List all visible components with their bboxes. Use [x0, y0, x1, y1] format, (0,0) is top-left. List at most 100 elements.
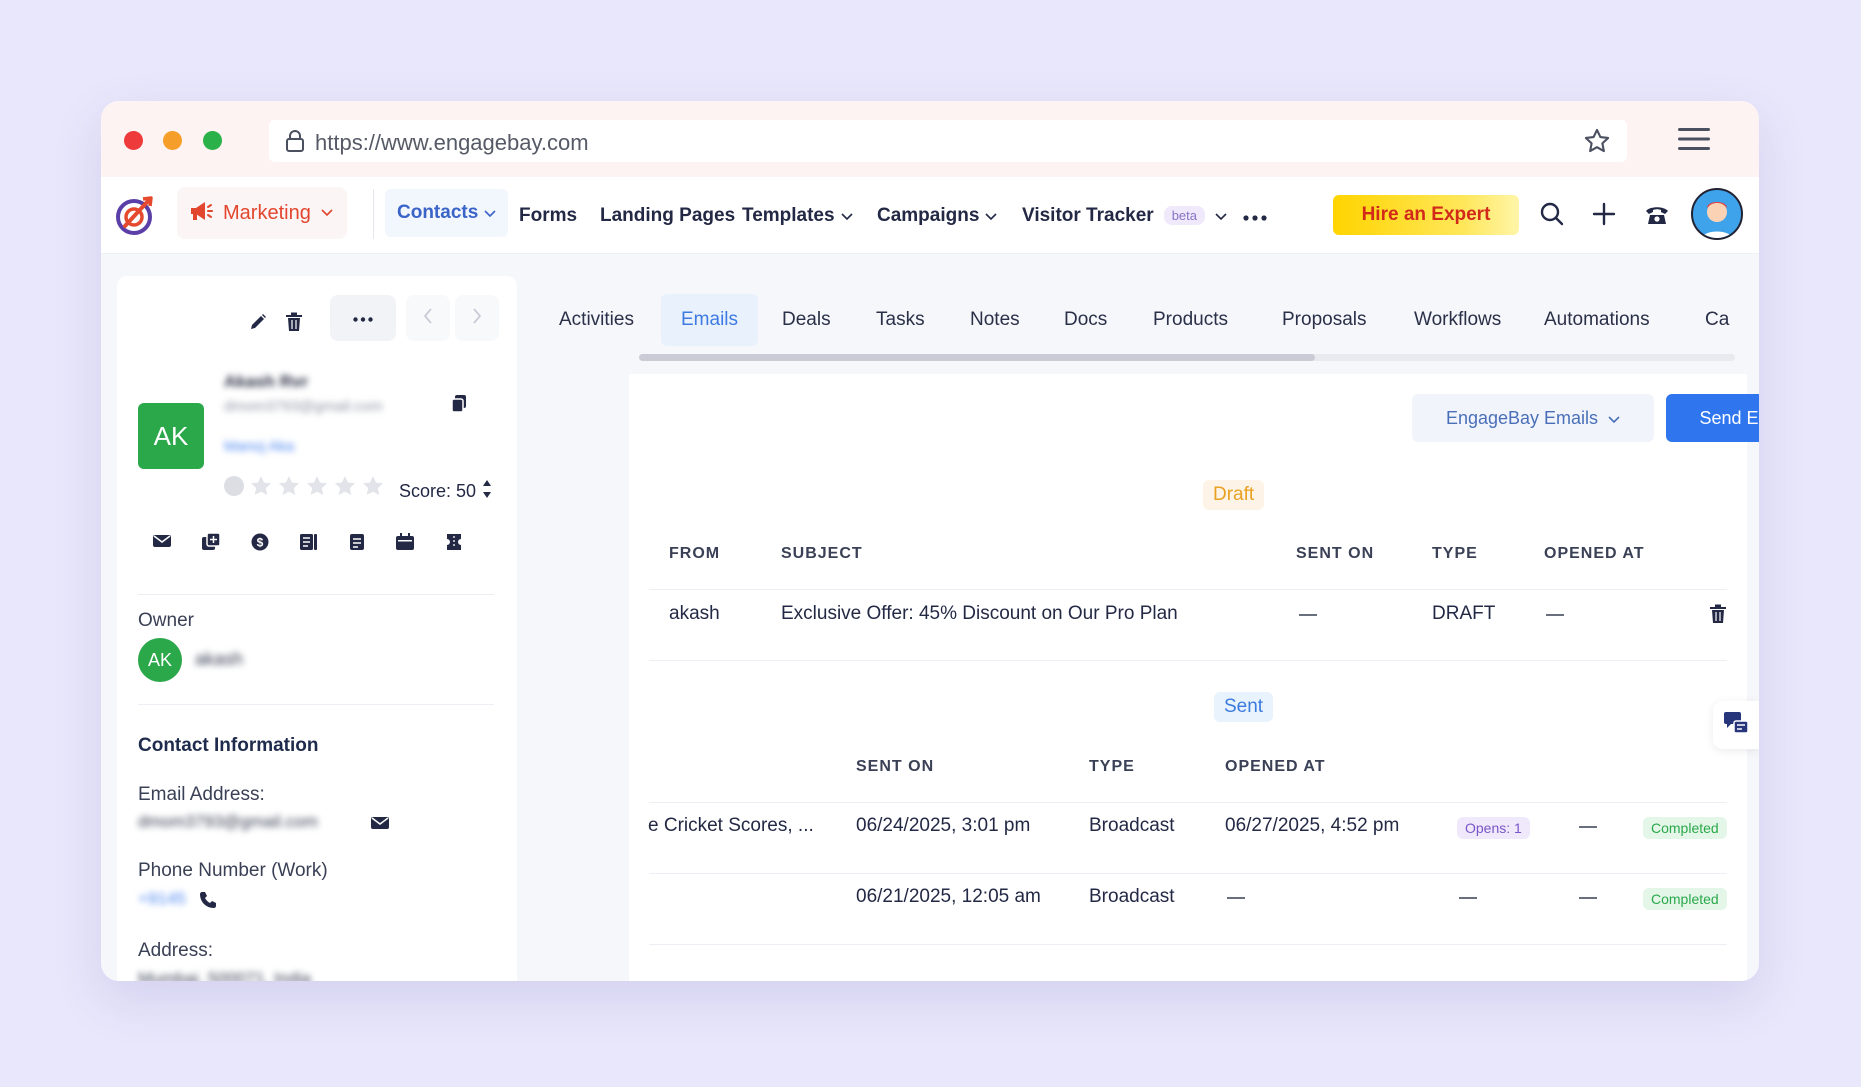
tab-more[interactable]: Ca [1705, 309, 1730, 330]
phone-value: +9145 [138, 889, 186, 908]
send-email-button[interactable]: Send Email [1666, 394, 1759, 442]
email-source-label: EngageBay Emails [1445, 407, 1599, 428]
email-source-select[interactable]: EngageBay Emails [1412, 394, 1654, 442]
tab-deals[interactable]: Deals [782, 309, 831, 330]
tab-automations[interactable]: Automations [1544, 309, 1650, 330]
row-divider [649, 589, 1727, 590]
draft-header-opened-at: OPENED AT [1544, 545, 1645, 562]
svg-text:$: $ [257, 536, 264, 550]
sent-opened-at: 06/27/2025, 4:52 pm [1225, 815, 1400, 836]
more-actions-button[interactable] [330, 295, 396, 341]
ticket-icon[interactable] [445, 533, 463, 556]
minimize-window-button[interactable] [163, 131, 182, 150]
copy-icon[interactable] [451, 395, 467, 418]
bookmark-star-icon[interactable] [1583, 127, 1611, 160]
beta-badge: beta [1163, 206, 1205, 225]
maximize-window-button[interactable] [203, 131, 222, 150]
sent-type: Broadcast [1089, 886, 1175, 907]
more-nav-button[interactable] [1243, 177, 1267, 254]
status-badge: Completed [1643, 817, 1727, 839]
module-switcher[interactable]: Marketing [177, 187, 347, 239]
plus-icon[interactable] [1591, 201, 1617, 232]
row-divider [649, 802, 1727, 803]
phone-call-icon[interactable] [199, 891, 217, 914]
tabs-scrollbar[interactable] [639, 354, 1735, 361]
more-horizontal-icon [1243, 205, 1267, 227]
tab-tasks[interactable]: Tasks [876, 309, 925, 330]
empty-dash [1299, 614, 1317, 616]
calendar-icon[interactable] [396, 533, 414, 556]
nav-forms[interactable]: Forms [519, 177, 577, 254]
sent-header-sent-on: SENT ON [856, 758, 935, 775]
contact-email: dmom3793@gmail.com [224, 398, 383, 415]
tab-emails[interactable]: Emails [661, 294, 759, 346]
chevron-left-icon [423, 307, 433, 329]
edit-pencil-icon[interactable] [248, 312, 268, 337]
next-contact-button[interactable] [455, 295, 499, 341]
draft-section-badge: Draft [1203, 480, 1265, 510]
nav-contacts-label: Contacts [397, 202, 479, 223]
task-list-icon[interactable] [300, 533, 318, 556]
owner-label: Owner [138, 610, 194, 631]
tab-proposals[interactable]: Proposals [1282, 309, 1367, 330]
draft-header-sent-on: SENT ON [1296, 545, 1375, 562]
close-window-button[interactable] [124, 131, 143, 150]
address-value: Mumbai, 500071, India [138, 969, 311, 981]
nav-templates[interactable]: Templates [742, 177, 853, 254]
phone-icon[interactable] [1644, 201, 1670, 232]
address-bar[interactable]: https://www.engagebay.com [269, 120, 1627, 162]
tab-notes[interactable]: Notes [970, 309, 1020, 330]
hire-expert-button[interactable]: Hire an Expert [1333, 195, 1519, 235]
contact-info-title: Contact Information [138, 735, 319, 756]
rating-clear-icon [224, 476, 244, 496]
trash-icon[interactable] [1709, 604, 1727, 629]
stepper-arrows-icon[interactable] [482, 478, 492, 505]
row-divider [649, 873, 1727, 874]
engagebay-logo-icon[interactable] [115, 194, 157, 241]
tab-docs[interactable]: Docs [1064, 309, 1108, 330]
nav-contacts[interactable]: Contacts [385, 189, 509, 237]
chevron-down-icon [985, 205, 997, 227]
rating-stars[interactable] [223, 474, 385, 498]
tabs-scrollbar-thumb[interactable] [639, 354, 1315, 361]
nav-landing-pages-label: Landing Pages [600, 204, 736, 226]
draft-header-subject: SUBJECT [781, 545, 863, 562]
score-stepper[interactable]: Score: 50 [399, 478, 492, 505]
draft-type: DRAFT [1432, 603, 1496, 624]
divider [138, 704, 494, 705]
status-badge: Completed [1643, 888, 1727, 910]
mail-icon[interactable] [153, 533, 171, 556]
contact-name: Akash Rvr [224, 372, 309, 391]
empty-dash [1579, 826, 1597, 828]
contact-panel: AK Akash Rvr dmom3793@gmail.com Manoj Ak… [117, 276, 517, 981]
note-icon[interactable] [349, 533, 365, 556]
owner-avatar: AK [138, 638, 182, 682]
mail-icon[interactable] [371, 815, 389, 836]
nav-campaigns[interactable]: Campaigns [877, 177, 997, 254]
url-text: https://www.engagebay.com [315, 130, 589, 155]
user-avatar[interactable] [1691, 188, 1743, 240]
tab-workflows[interactable]: Workflows [1414, 309, 1502, 330]
star-icon [307, 476, 327, 496]
chevron-down-icon [1215, 205, 1227, 227]
nav-divider [373, 189, 374, 239]
search-icon[interactable] [1539, 201, 1565, 232]
add-deal-icon[interactable] [202, 532, 221, 556]
chat-support-button[interactable] [1713, 701, 1759, 749]
chevron-down-icon [841, 205, 853, 227]
previous-contact-button[interactable] [406, 295, 450, 341]
tab-products[interactable]: Products [1153, 309, 1228, 330]
browser-chrome: https://www.engagebay.com [101, 101, 1759, 177]
browser-menu-icon[interactable] [1678, 127, 1710, 156]
sent-section-badge: Sent [1214, 692, 1274, 722]
nav-visitor-tracker[interactable]: Visitor Tracker beta [1022, 177, 1227, 254]
star-icon [279, 476, 299, 496]
tab-activities[interactable]: Activities [559, 309, 634, 330]
sent-on: 06/24/2025, 3:01 pm [856, 815, 1031, 836]
trash-icon[interactable] [285, 312, 303, 337]
contact-company: Manoj Aka [224, 438, 295, 455]
dollar-icon[interactable]: $ [251, 533, 269, 556]
draft-header-type: TYPE [1432, 545, 1478, 562]
record-tabs: Activities Emails Deals Tasks Notes Docs… [539, 276, 1747, 348]
nav-landing-pages[interactable]: Landing Pages [600, 177, 735, 254]
